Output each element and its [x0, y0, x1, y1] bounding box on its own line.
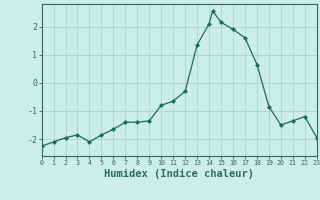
X-axis label: Humidex (Indice chaleur): Humidex (Indice chaleur): [104, 169, 254, 179]
